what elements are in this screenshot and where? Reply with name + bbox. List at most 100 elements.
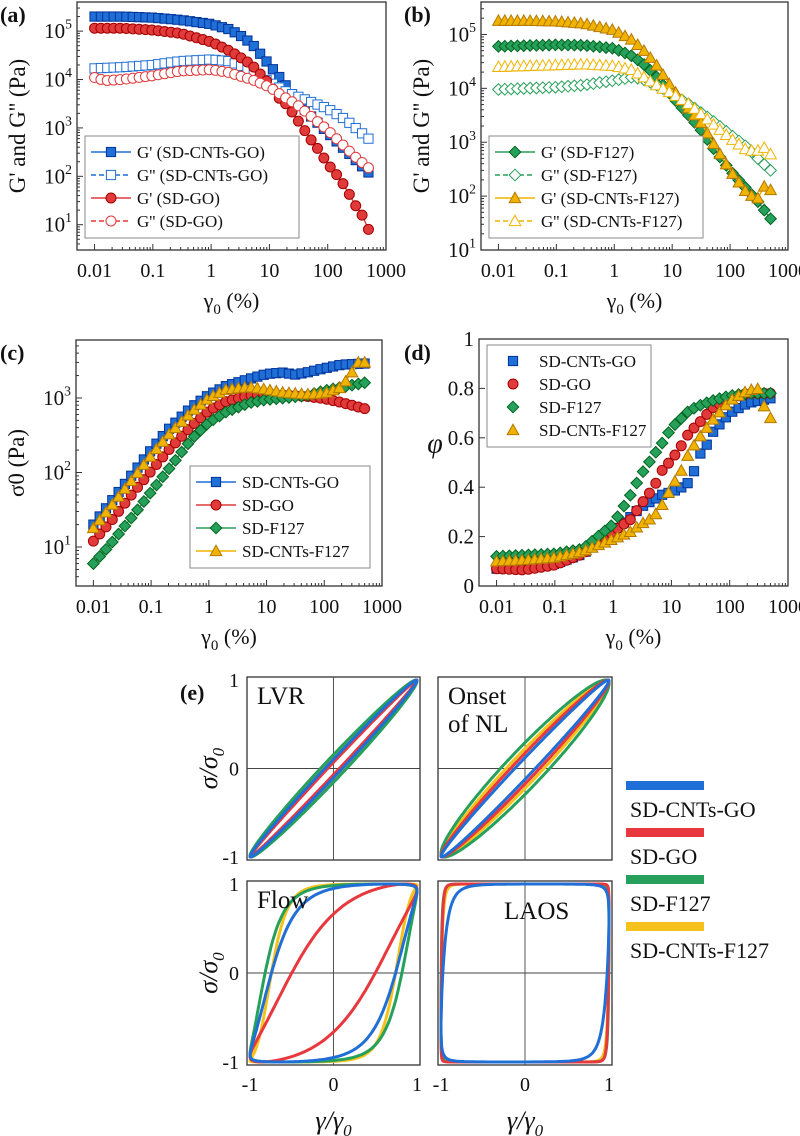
- y-tick-label: 1: [229, 874, 239, 896]
- x-axis-label-main: γ: [606, 288, 617, 313]
- data-point: [618, 29, 632, 42]
- data-point: [163, 443, 175, 455]
- subplot-title: of NL: [448, 711, 508, 738]
- data-point: [757, 179, 771, 192]
- subplot-title: Onset: [448, 683, 506, 710]
- legend-swatch-marker: [210, 476, 222, 488]
- data-point: [331, 169, 343, 181]
- x-axis-label-sub: 0: [343, 1121, 352, 1136]
- data-point: [181, 437, 195, 451]
- data-point: [131, 503, 145, 517]
- legend: G' (SD-CNTs-GO) G'' (SD-CNTs-GO) G' (SD-GO…: [84, 135, 300, 239]
- data-point: [706, 136, 721, 149]
- data-point: [93, 549, 107, 563]
- legend-label: SD-GO: [539, 375, 591, 394]
- legend-entry: G' (SD-GO): [91, 189, 220, 208]
- data-point: [713, 147, 727, 160]
- series-sd-cnts-f127: [86, 355, 372, 534]
- x-axis-label-main: γ: [605, 624, 616, 649]
- data-point: [630, 476, 644, 490]
- data-point: [324, 161, 336, 173]
- x-axis-label-main: γ/γ: [507, 1106, 535, 1135]
- data-point: [662, 426, 676, 440]
- data-point: [87, 535, 99, 547]
- x-axis-label-sub: 0: [615, 638, 623, 654]
- data-point: [157, 451, 169, 463]
- data-point: [738, 183, 752, 196]
- plot-frame: [76, 1, 387, 251]
- x-axis-label: γ0 (%): [605, 624, 662, 654]
- data-point: [764, 212, 778, 226]
- y-tick-label: -1: [222, 1052, 239, 1074]
- data-point: [137, 457, 151, 470]
- x-axis-label-sub: 0: [616, 302, 624, 318]
- y-tick-label: 101: [448, 236, 476, 262]
- x-axis-label: γ0 (%): [200, 624, 257, 654]
- data-point: [675, 92, 689, 105]
- y-axis-label-sub: 0: [209, 952, 228, 961]
- data-point: [86, 557, 100, 571]
- data-point: [662, 85, 676, 98]
- x-axis-label: γ0 (%): [203, 288, 260, 318]
- legend-label: SD-CNTs-F127: [242, 542, 350, 561]
- y-tick-label: 0.4: [448, 475, 475, 499]
- data-point: [675, 440, 687, 452]
- y-tick-label-exp: 3: [65, 113, 72, 128]
- data-point: [637, 496, 649, 508]
- data-point: [637, 43, 651, 56]
- data-point: [99, 542, 113, 556]
- legend-swatch-marker: [210, 499, 222, 511]
- data-point: [137, 494, 151, 508]
- data-point: [359, 403, 371, 415]
- data-point: [757, 399, 771, 412]
- legend-swatch-marker: [105, 169, 117, 181]
- data-point: [751, 191, 765, 204]
- data-point: [363, 133, 374, 144]
- data-point: [305, 134, 317, 146]
- legend: SD-CNTs-GO SD-GO SD-F127 SD-CNTs-F127: [486, 344, 652, 448]
- legend-swatch: [626, 828, 704, 837]
- data-point: [682, 429, 694, 441]
- legend-label: SD-F127: [630, 891, 711, 916]
- y-tick-label: -1: [222, 847, 239, 869]
- lissajous-laos: LAOS-1 0 1γ/γ0: [433, 880, 614, 1136]
- data-point: [695, 448, 706, 459]
- data-point: [255, 48, 266, 59]
- data-point: [345, 365, 359, 378]
- panel-label-c: (c): [0, 340, 24, 365]
- data-point: [124, 474, 138, 487]
- x-tick-label: 0.01: [77, 260, 112, 282]
- y-tick-label: 0: [464, 574, 475, 598]
- legend-entry: G'' (SD-CNTs-GO): [91, 166, 268, 185]
- y-tick-label-base: 10: [448, 130, 469, 154]
- y-tick-label: 104: [448, 74, 476, 100]
- y-tick-label: 0: [229, 759, 239, 781]
- legend-label: SD-CNTs-F127: [630, 938, 769, 963]
- y-tick-label-exp: 5: [65, 17, 72, 32]
- legend-entry: G'' (SD-GO): [91, 212, 223, 231]
- data-point: [149, 442, 164, 455]
- data-point: [93, 513, 107, 526]
- data-point: [350, 200, 362, 212]
- legend-label: SD-CNTs-GO: [242, 473, 339, 492]
- data-point: [292, 115, 304, 127]
- data-point: [694, 107, 708, 120]
- data-point: [719, 398, 733, 411]
- data-point: [751, 382, 765, 395]
- loop-sd-f127: [439, 678, 611, 859]
- y-tick-label: 1: [464, 327, 475, 351]
- y-tick-label: 102: [448, 182, 476, 208]
- legend-swatch: [626, 922, 704, 931]
- panel-label-d: (d): [404, 340, 431, 365]
- y-tick-label-exp: 1: [65, 210, 72, 225]
- data-point: [631, 505, 643, 517]
- legend-entry: SD-CNTs-F127: [506, 421, 647, 440]
- y-tick-label-base: 10: [448, 22, 469, 46]
- data-point: [156, 470, 170, 484]
- loop-sd-cnts-go: [439, 678, 611, 859]
